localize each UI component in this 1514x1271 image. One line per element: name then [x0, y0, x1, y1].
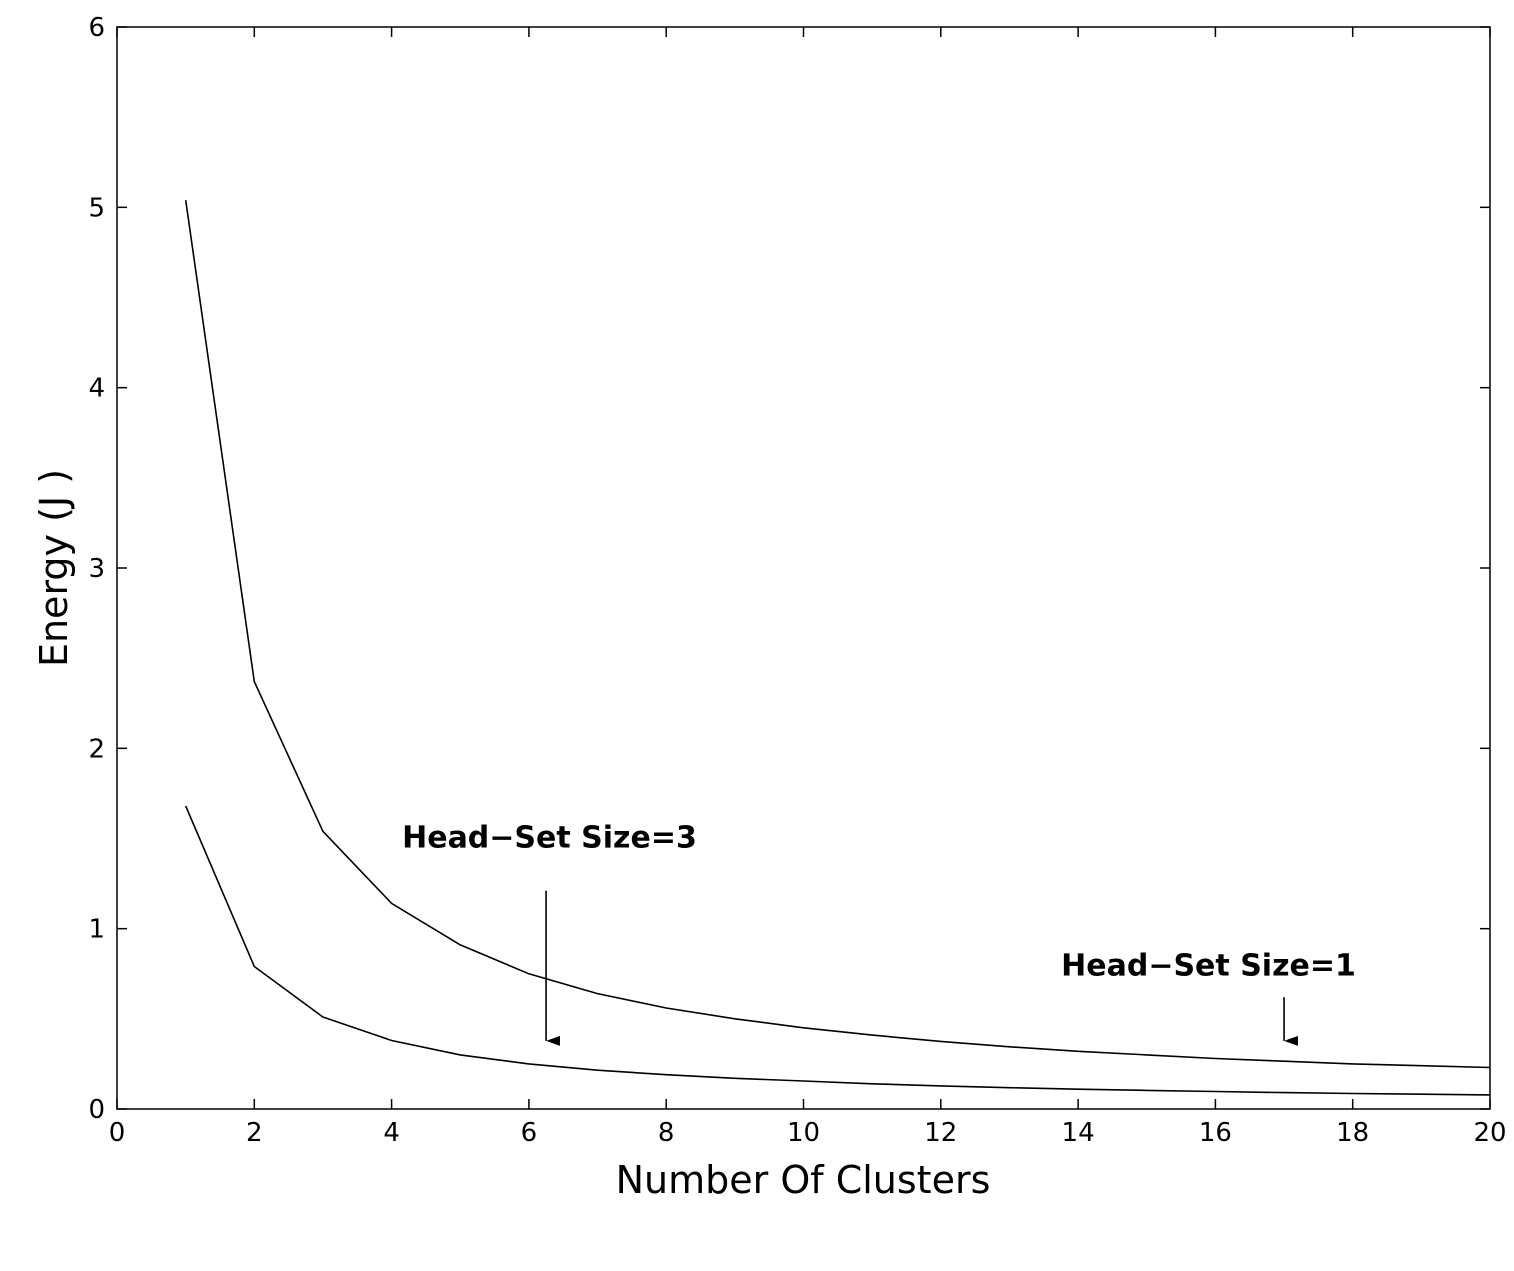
x-tick-label: 4: [383, 1118, 400, 1148]
x-axis-label: Number Of Clusters: [616, 1158, 991, 1202]
x-tick-label: 10: [787, 1118, 820, 1148]
x-tick-label: 6: [521, 1118, 538, 1148]
x-tick-label: 8: [658, 1118, 675, 1148]
x-tick-label: 16: [1199, 1118, 1232, 1148]
y-tick-label: 5: [88, 193, 105, 223]
series-lines: [184, 199, 1491, 1096]
y-tick-label: 2: [88, 734, 105, 764]
y-tick-label: 1: [88, 915, 105, 945]
annotation-label: Head−Set Size=3: [402, 821, 697, 856]
y-tick-label: 3: [88, 554, 105, 584]
x-tick-label: 0: [109, 1118, 126, 1148]
x-tick-label: 20: [1473, 1118, 1506, 1148]
plot-area-frame: [116, 26, 1491, 1110]
x-tick-label: 12: [924, 1118, 957, 1148]
annotations: Head−Set Size=3 Head−Set Size=1: [402, 821, 1356, 1046]
series-line-2: [184, 805, 1491, 1096]
y-tick-label: 4: [88, 374, 105, 404]
y-tick-label: 0: [88, 1095, 105, 1125]
series-line-1: [184, 199, 1491, 1069]
y-tick-label: 6: [88, 13, 105, 43]
annotation-label: Head−Set Size=1: [1061, 949, 1356, 984]
y-axis-label: Energy (J ): [32, 469, 76, 667]
x-tick-label: 2: [246, 1118, 263, 1148]
x-tick-label: 14: [1062, 1118, 1095, 1148]
x-tick-label: 18: [1336, 1118, 1369, 1148]
